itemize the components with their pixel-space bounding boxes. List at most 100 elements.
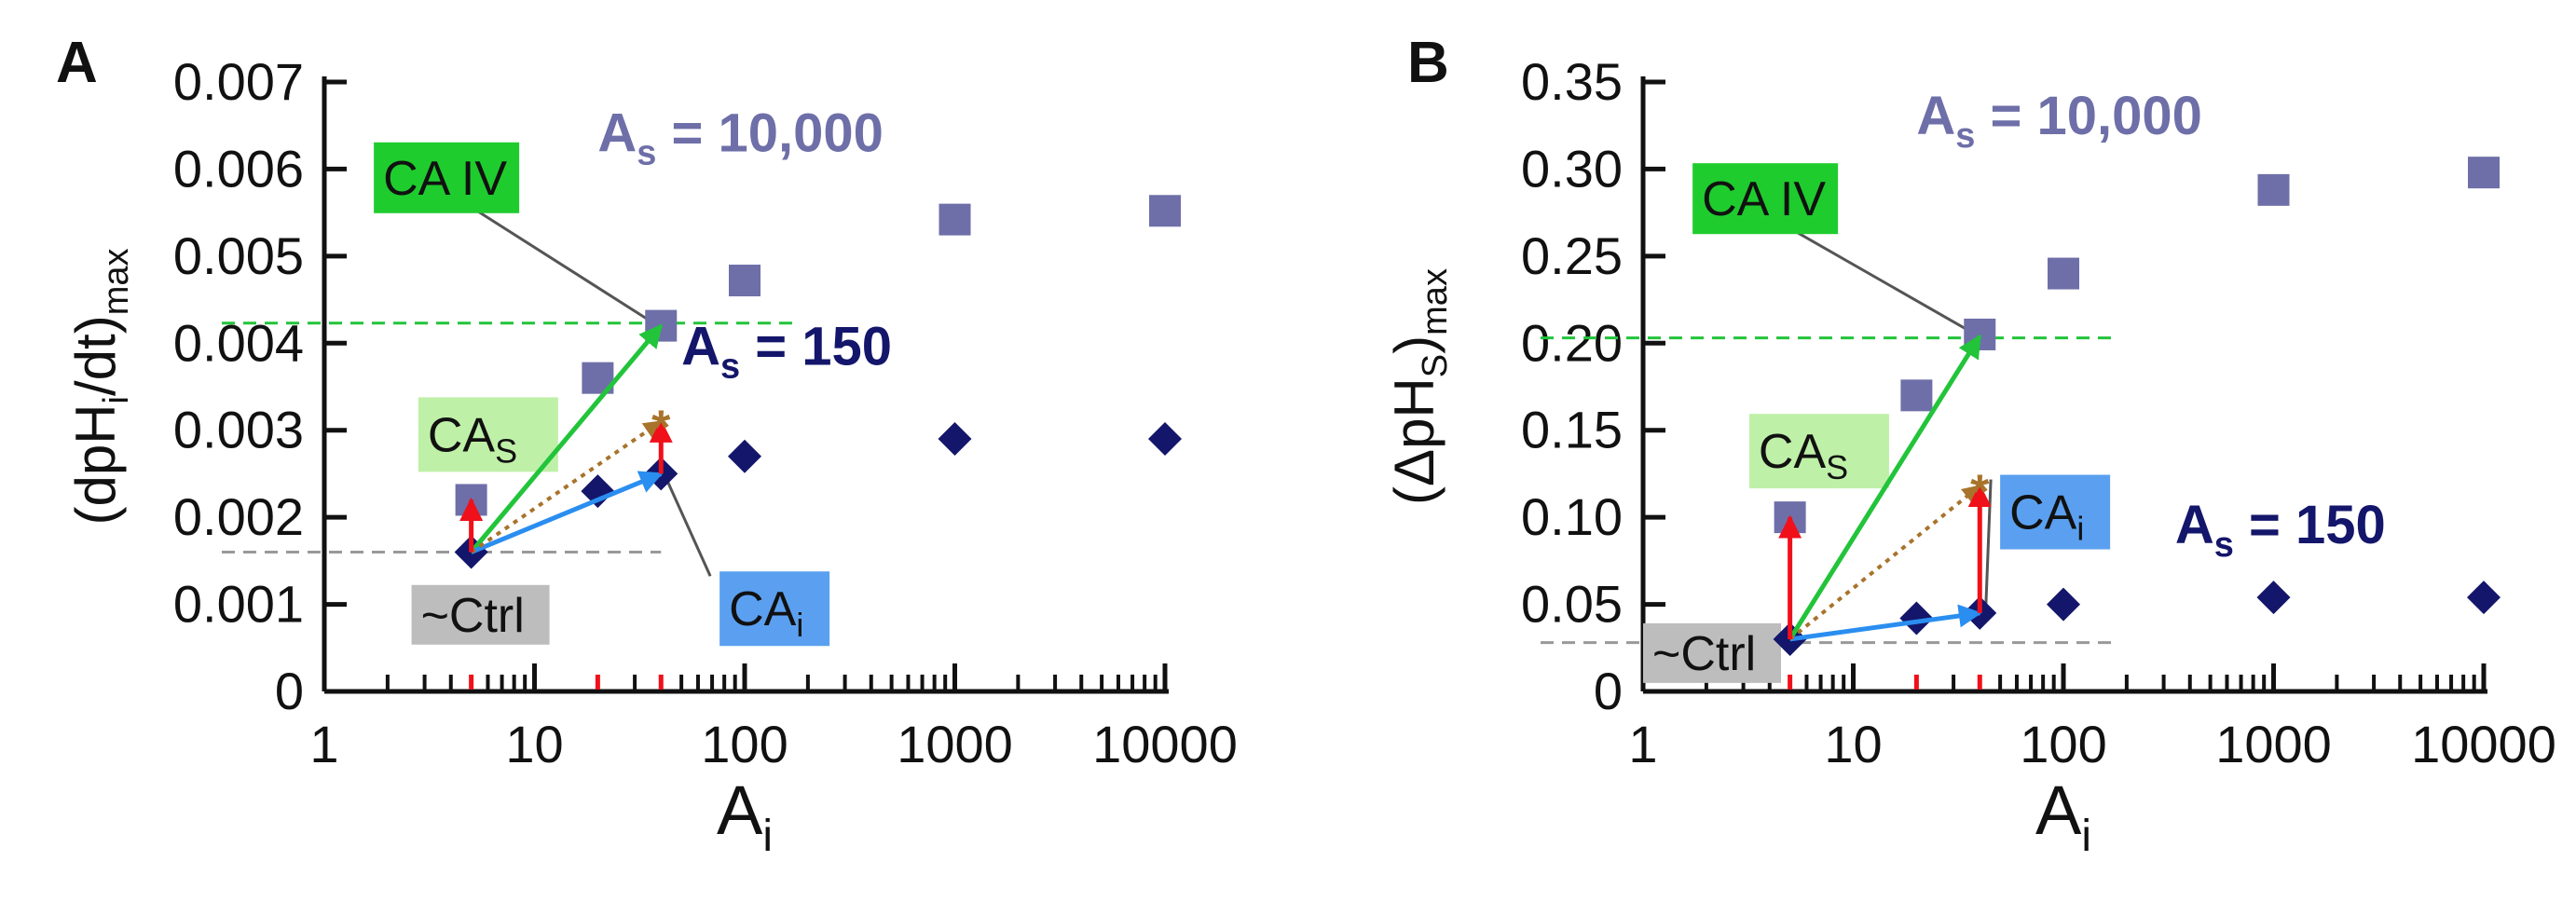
- y-axis-title: (ΔpHS)max: [1383, 268, 1455, 505]
- y-tick-label: 0.35: [1521, 52, 1623, 111]
- ca-iv-arrow: [469, 323, 664, 554]
- x-tick-label: 1: [1628, 715, 1657, 773]
- y-tick-label: 0: [275, 662, 304, 720]
- x-axis-title-main: A: [717, 772, 763, 849]
- annotation-main: CA: [1759, 425, 1827, 479]
- legend-as-10000: As = 10,000: [1916, 86, 2202, 156]
- legend-sub: s: [1955, 116, 1975, 156]
- data-point-diamond: [1148, 422, 1182, 457]
- y-tick-label: 0.003: [173, 401, 304, 459]
- data-point-diamond: [938, 422, 972, 457]
- x-tick-label: 1000: [2215, 715, 2332, 773]
- y-tick-label: 0.25: [1521, 226, 1623, 285]
- ctrl-label: ~Ctrl: [411, 584, 550, 645]
- y-axis-title-mid: /dt): [64, 315, 127, 396]
- panel-a: A 0 0.001 0.002 0.003 0.004 0.005 0.006 0.007 1 10…: [56, 31, 1238, 861]
- ca-iv-box: [374, 142, 520, 213]
- ca_i-leader: [665, 478, 712, 577]
- y-tick-label: 0.05: [1521, 575, 1623, 634]
- y-tick-label: 0.10: [1521, 487, 1623, 546]
- data-point-square: [1900, 379, 1933, 412]
- ca-i-arrow: [470, 471, 664, 554]
- y-axis-title-sub2: max: [1416, 268, 1455, 335]
- y-tick-label: 0.002: [173, 487, 304, 546]
- panel-b: B 0 0.05 0.10 0.15 0.20 0.25 0.30 0.35 1 10 100 1000…: [1383, 31, 2556, 861]
- legend-rest: = 10,000: [1975, 86, 2202, 146]
- y-axis-title-prefix: (dpH: [64, 403, 127, 525]
- ca-i-text: CAi: [729, 582, 803, 644]
- legend-main: A: [2175, 495, 2214, 555]
- legend-sub: s: [2214, 526, 2234, 565]
- y-tick-label: 0: [1594, 662, 1623, 720]
- ca-i-box: [719, 571, 830, 647]
- y-tick-label: 0.005: [173, 226, 304, 285]
- data-point-square: [939, 203, 971, 236]
- y-tick-label: 0.004: [173, 313, 304, 372]
- y-tick-label: 0.006: [173, 139, 304, 198]
- annotation-main: CA: [428, 408, 496, 462]
- ctrl-text: ~Ctrl: [421, 589, 525, 643]
- x-tick-label: 100: [2020, 715, 2106, 773]
- legend-main: A: [1916, 86, 1955, 146]
- legend-as-10000: As = 10,000: [597, 103, 884, 173]
- legend-sub: s: [637, 134, 656, 173]
- ca_iv-leader: [1794, 229, 1987, 342]
- star-marker: *: [1970, 466, 1990, 520]
- ca-s-label: CAS: [418, 397, 558, 472]
- ca-s-box: [1748, 414, 1889, 489]
- data-point-square: [1964, 318, 1996, 350]
- ca-s-label: CAS: [1748, 414, 1889, 489]
- y-axis-title-sub: i: [97, 396, 136, 403]
- data-point-diamond: [728, 439, 761, 473]
- ca-iv-label: CA IV: [1692, 163, 1839, 235]
- legend-rest: = 150: [740, 317, 892, 377]
- data-point-square: [1149, 195, 1181, 227]
- x-tick-label: 10: [1824, 715, 1882, 773]
- legend-as-150: As = 150: [2175, 495, 2386, 565]
- legend-rest: = 150: [2234, 495, 2386, 555]
- x-axis-title-sub: i: [2081, 812, 2091, 861]
- y-axis-title: (dpHi/dt)max: [64, 248, 136, 525]
- series-as-150: [1773, 581, 2501, 656]
- x-tick-label: 100: [701, 715, 788, 773]
- ctrl-box: [1643, 622, 1781, 683]
- ca-iv-box: [1692, 163, 1839, 235]
- ca-iv-arrow: [1788, 334, 1982, 641]
- ctrl-text: ~Ctrl: [1652, 627, 1756, 681]
- ca-iv-text: CA IV: [383, 152, 507, 206]
- data-point-diamond: [2467, 581, 2501, 615]
- panel-label: B: [1407, 31, 1449, 95]
- y-tick-label: 0.15: [1521, 401, 1623, 459]
- x-axis-title: Ai: [717, 772, 773, 861]
- y-tick-label: 0.007: [173, 52, 304, 111]
- y-tick-label: 0.30: [1521, 139, 1623, 198]
- ca-s-text: CAS: [1759, 425, 1848, 486]
- data-point-diamond: [2047, 587, 2080, 622]
- ca_iv-leader: [475, 209, 668, 333]
- x-axis-title-main: A: [2035, 772, 2082, 849]
- x-axis-title: Ai: [2035, 772, 2091, 861]
- data-point-square: [2257, 173, 2290, 206]
- data-point-square: [729, 265, 760, 297]
- x-tick-label: 1: [309, 715, 338, 773]
- x-tick-label: 10: [505, 715, 563, 773]
- legend-main: A: [597, 103, 637, 164]
- data-point-diamond: [2256, 581, 2291, 615]
- ca-i-label: CAi: [719, 571, 830, 647]
- annotation-sub: i: [796, 606, 803, 644]
- ca-s-text: CAS: [428, 408, 517, 470]
- data-point-square: [2048, 257, 2079, 290]
- data-point-square: [2468, 157, 2500, 189]
- y-axis-title-mid: ): [1383, 335, 1446, 354]
- legend-sub: s: [720, 348, 740, 387]
- ctrl-label: ~Ctrl: [1643, 622, 1781, 683]
- ctrl-box: [411, 584, 550, 645]
- data-point-diamond: [581, 474, 615, 509]
- legend-as-150: As = 150: [681, 317, 892, 387]
- ca-s-box: [418, 397, 558, 472]
- sum-arrow: [470, 419, 663, 554]
- ca-iv-label: CA IV: [374, 142, 520, 213]
